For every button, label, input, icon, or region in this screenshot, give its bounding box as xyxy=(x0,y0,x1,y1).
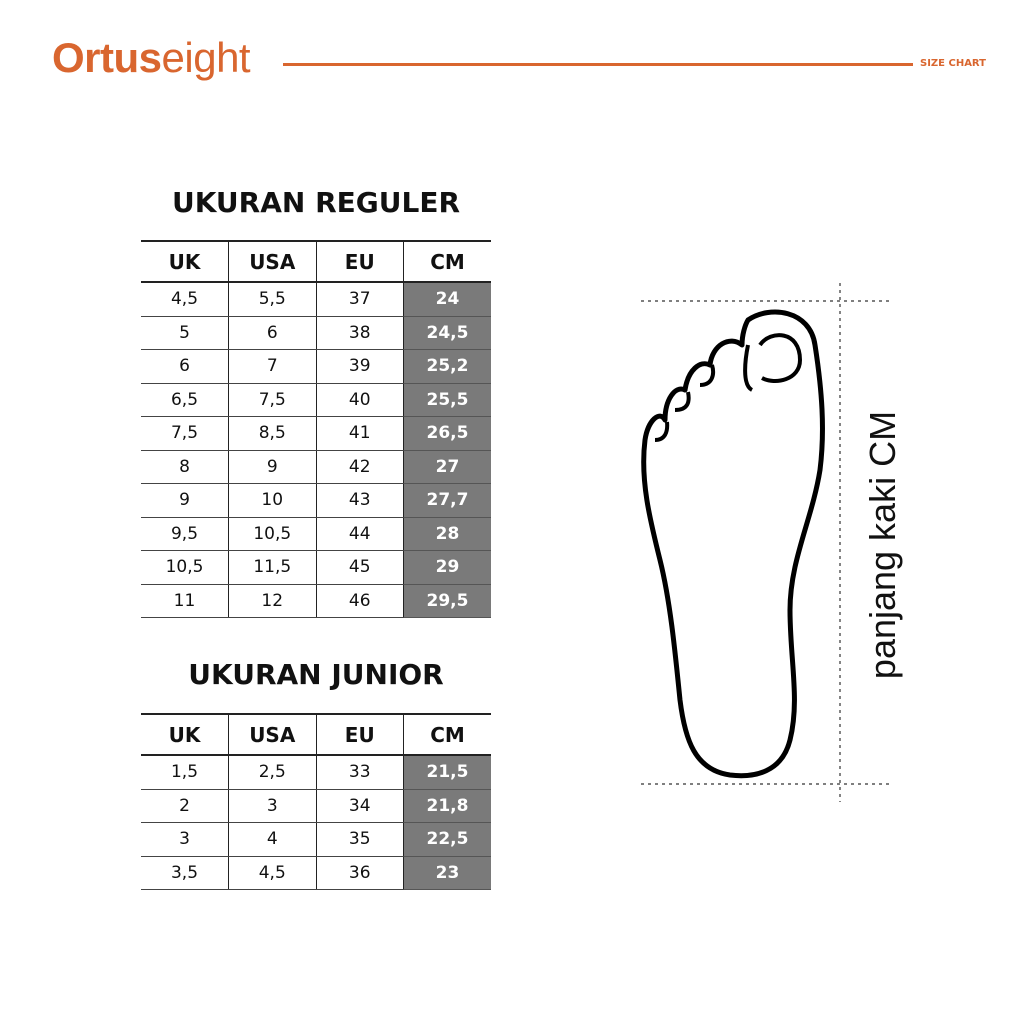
table-cell: 25,5 xyxy=(403,383,491,417)
table-cell: 5 xyxy=(141,316,229,350)
table-cell: 24,5 xyxy=(403,316,491,350)
table-cell: 9 xyxy=(141,483,229,518)
table-row: 3,5 4,5 36 23 xyxy=(141,856,491,890)
table-cell: 39 xyxy=(315,349,404,384)
table-cell: 27 xyxy=(403,450,491,484)
table-cell: 40 xyxy=(315,383,404,417)
table-cell: 10 xyxy=(228,483,316,518)
junior-size-table: UK USA EU CM 1,5 2,5 33 21,5 2 3 34 21,8 3 4 35 22,5 3,5… xyxy=(141,713,491,890)
table-cell: 4 xyxy=(228,822,316,857)
table-cell: 36 xyxy=(315,856,404,890)
table-cell: 46 xyxy=(315,584,404,618)
table-row: 6 7 39 25,2 xyxy=(141,349,491,384)
table-row: 10,5 11,5 45 29 xyxy=(141,550,491,585)
table-cell: 33 xyxy=(315,755,404,790)
table-cell: 8,5 xyxy=(228,416,316,451)
table-cell: 45 xyxy=(315,550,404,585)
table-row: 4,5 5,5 37 24 xyxy=(141,282,491,317)
column-header: UK xyxy=(141,240,229,283)
table-cell: 7,5 xyxy=(141,416,229,451)
table-cell: 10,5 xyxy=(141,550,229,585)
table-cell: 7 xyxy=(228,349,316,384)
table-cell: 9,5 xyxy=(141,517,229,551)
table-cell: 11,5 xyxy=(228,550,316,585)
table-cell: 1,5 xyxy=(141,755,229,790)
table-cell: 8 xyxy=(141,450,229,484)
table-row: 1,5 2,5 33 21,5 xyxy=(141,755,491,790)
header-row: UK USA EU CM xyxy=(141,713,491,756)
table-cell: 27,7 xyxy=(403,483,491,518)
table-row: 3 4 35 22,5 xyxy=(141,822,491,857)
table-row: 7,5 8,5 41 26,5 xyxy=(141,416,491,451)
table-cell: 41 xyxy=(315,416,404,451)
column-header: EU xyxy=(315,713,404,756)
column-header: USA xyxy=(228,713,316,756)
table-cell: 6,5 xyxy=(141,383,229,417)
header-divider xyxy=(283,63,913,66)
table-cell: 35 xyxy=(315,822,404,857)
table-cell: 9 xyxy=(228,450,316,484)
table-cell: 21,8 xyxy=(403,789,491,823)
table-row: 5 6 38 24,5 xyxy=(141,316,491,350)
table-cell: 12 xyxy=(228,584,316,618)
measure-guides xyxy=(641,283,893,802)
foot-length-label: panjang kaki CM xyxy=(862,410,903,680)
column-header: CM xyxy=(403,713,491,756)
column-header: USA xyxy=(228,240,316,283)
table-cell: 10,5 xyxy=(228,517,316,551)
table-row: 6,5 7,5 40 25,5 xyxy=(141,383,491,417)
table-cell: 23 xyxy=(403,856,491,890)
table-cell: 22,5 xyxy=(403,822,491,857)
table-row: 11 12 46 29,5 xyxy=(141,584,491,618)
table-cell: 6 xyxy=(141,349,229,384)
table-row: 9,5 10,5 44 28 xyxy=(141,517,491,551)
table-cell: 2,5 xyxy=(228,755,316,790)
foot-outline-icon xyxy=(641,309,825,779)
table-cell: 4,5 xyxy=(228,856,316,890)
column-header: UK xyxy=(141,713,229,756)
table-cell: 29 xyxy=(403,550,491,585)
table-cell: 3 xyxy=(141,822,229,857)
table-cell: 4,5 xyxy=(141,282,229,317)
table-cell: 43 xyxy=(315,483,404,518)
table-row: 9 10 43 27,7 xyxy=(141,483,491,518)
table-cell: 37 xyxy=(315,282,404,317)
table-row: 8 9 42 27 xyxy=(141,450,491,484)
header-row: UK USA EU CM xyxy=(141,240,491,283)
table-cell: 38 xyxy=(315,316,404,350)
table-cell: 26,5 xyxy=(403,416,491,451)
table-cell: 3 xyxy=(228,789,316,823)
table-row: 2 3 34 21,8 xyxy=(141,789,491,823)
table-cell: 25,2 xyxy=(403,349,491,384)
table-cell: 42 xyxy=(315,450,404,484)
table-cell: 5,5 xyxy=(228,282,316,317)
table-cell: 29,5 xyxy=(403,584,491,618)
table-cell: 44 xyxy=(315,517,404,551)
table-cell: 7,5 xyxy=(228,383,316,417)
table-cell: 3,5 xyxy=(141,856,229,890)
size-chart-label: SIZE CHART xyxy=(920,58,987,69)
regular-size-table: UK USA EU CM 4,5 5,5 37 24 5 6 38 24,5 6 7 39 25,2 6,5 7,… xyxy=(141,240,491,618)
column-header: EU xyxy=(315,240,404,283)
table-cell: 34 xyxy=(315,789,404,823)
regular-title: UKURAN REGULER xyxy=(171,186,461,219)
column-header: CM xyxy=(403,240,491,283)
table-cell: 11 xyxy=(141,584,229,618)
table-cell: 24 xyxy=(403,282,491,317)
ortuseight-logo: Ortuseight xyxy=(52,34,251,81)
junior-title: UKURAN JUNIOR xyxy=(188,658,444,691)
table-cell: 28 xyxy=(403,517,491,551)
table-cell: 2 xyxy=(141,789,229,823)
table-cell: 21,5 xyxy=(403,755,491,790)
table-cell: 6 xyxy=(228,316,316,350)
